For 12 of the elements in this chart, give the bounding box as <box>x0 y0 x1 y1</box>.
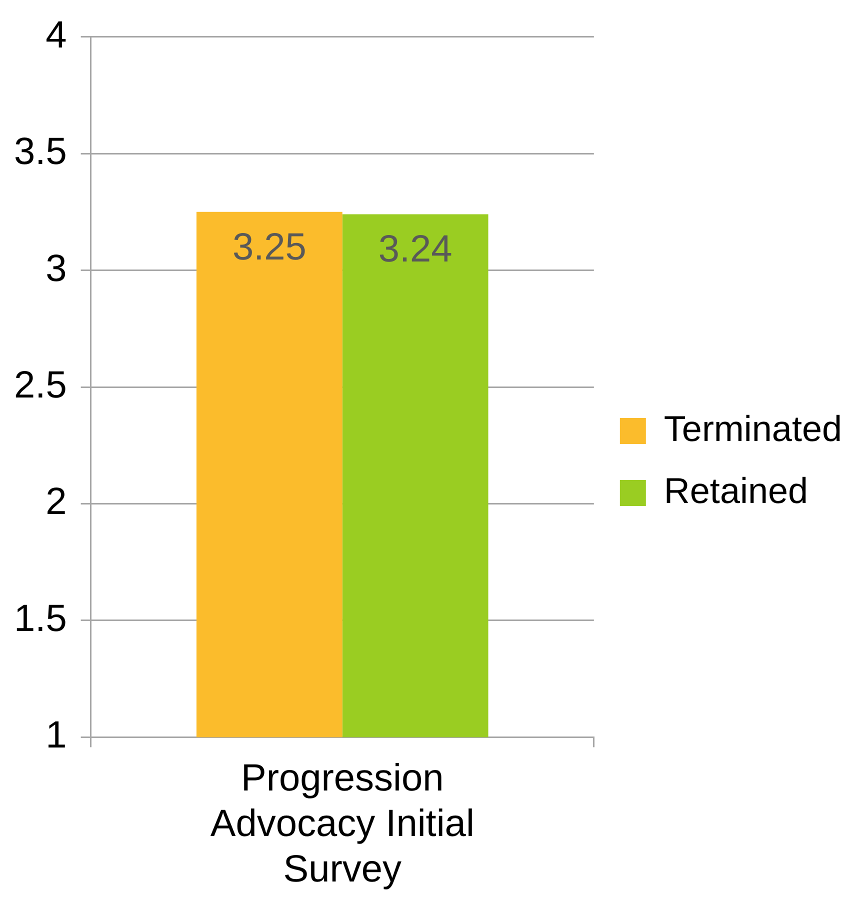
y-tick-label: 3 <box>46 248 67 290</box>
y-tick-label: 2 <box>46 481 67 524</box>
y-tick-label: 4 <box>46 14 67 56</box>
legend-label: Terminated <box>664 408 842 449</box>
x-tick-label: Progression Advocacy Initial Survey <box>210 757 474 891</box>
y-tick-label: 3.5 <box>14 131 67 174</box>
y-tick-label: 2.5 <box>14 364 67 406</box>
legend-label: Retained <box>664 470 808 511</box>
y-tick-label: 1.5 <box>14 598 67 640</box>
data-label: 3.24 <box>378 228 452 271</box>
data-label: 3.25 <box>232 226 306 268</box>
y-tick-label: 1 <box>46 714 67 757</box>
